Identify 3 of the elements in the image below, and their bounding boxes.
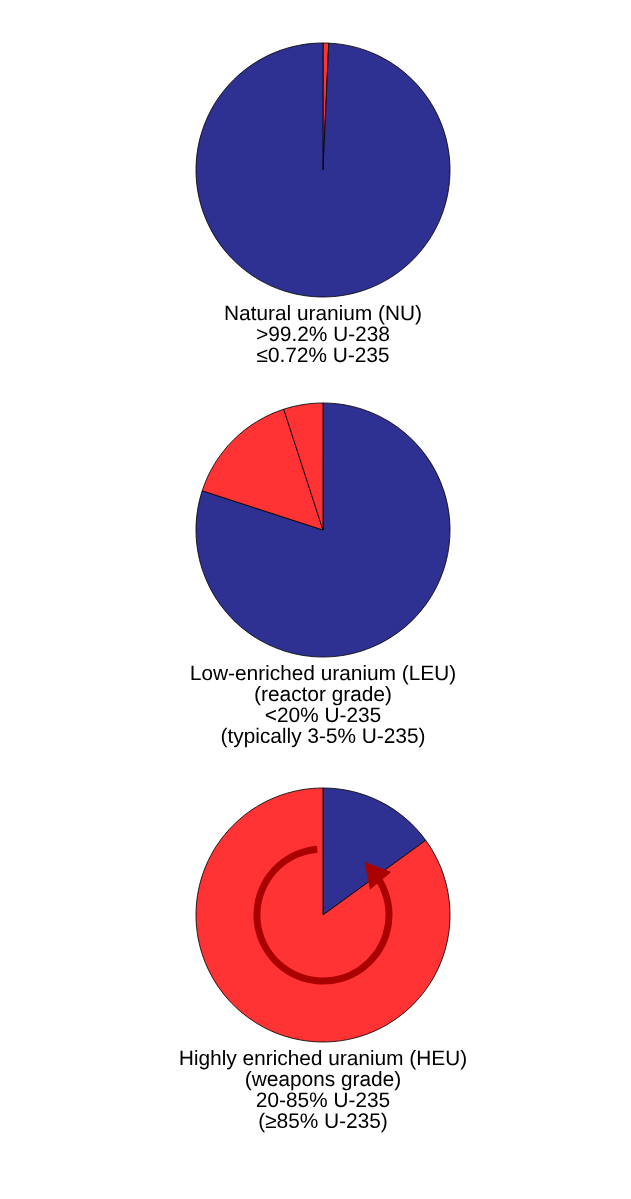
text: Natural uranium (NU) >99.2% U-238 ≤0.72% U-235 — [225, 305, 421, 363]
text: Low-enriched uranium (LEU) (reactor grade) <20% U-235 (typically 3-5% U-235) — [191, 665, 455, 748]
text: Highly enriched uranium (HEU) (weapons grade) 20-85% U-235 (≥85% U-235) — [180, 1050, 466, 1133]
